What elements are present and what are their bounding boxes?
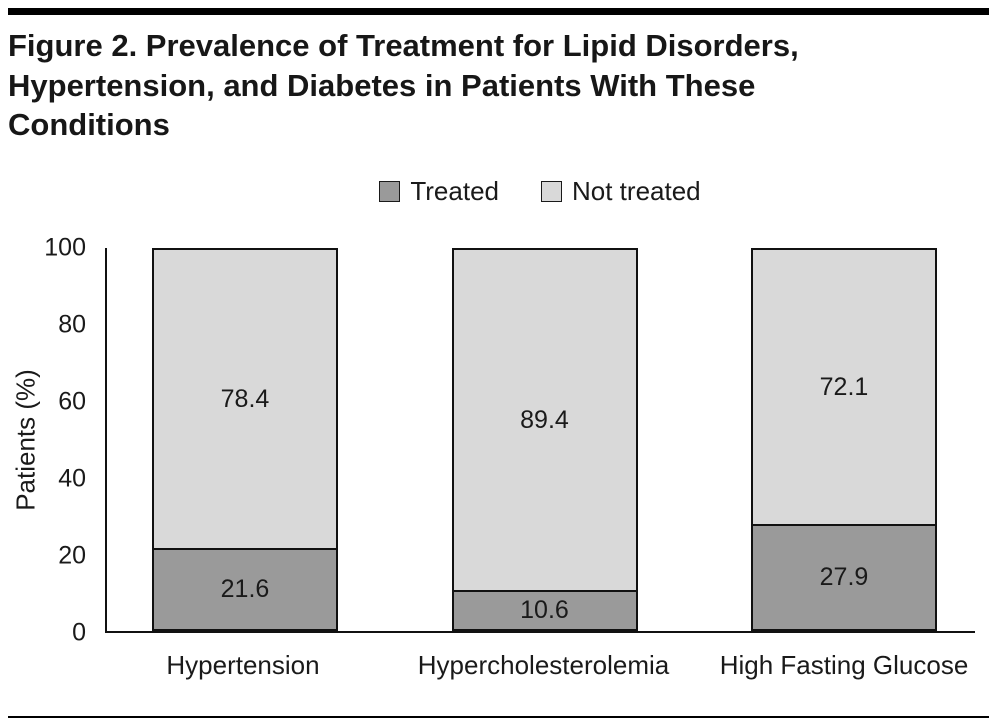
y-tick-label: 80 (58, 310, 86, 339)
bar-segment-not-treated: 89.4 (451, 248, 638, 591)
bar-value-label: 89.4 (520, 405, 569, 434)
y-tick-label: 100 (44, 233, 86, 262)
x-axis-category-labels: Hypertension Hypercholesterolemia High Fas… (105, 650, 975, 681)
bar-value-label: 21.6 (220, 575, 270, 604)
x-category-label: Hypertension (166, 650, 320, 680)
legend-swatch (379, 181, 401, 202)
bar-value-label: 10.6 (520, 596, 569, 625)
legend: Treated Not treated (105, 176, 975, 207)
bars: 78.4 21.6 89.4 10.6 72.1 27.9 (107, 248, 975, 631)
bar-segment-treated: 21.6 (152, 548, 338, 631)
legend-item-treated: Treated (379, 176, 499, 207)
bar-value-label: 72.1 (819, 372, 869, 401)
y-tick-label: 60 (58, 387, 86, 416)
bar-high-fasting-glucose: 72.1 27.9 (751, 248, 937, 631)
bar-segment-not-treated: 78.4 (152, 248, 338, 549)
bar-value-label: 78.4 (220, 384, 270, 413)
legend-label: Not treated (572, 176, 701, 206)
figure-title: Figure 2. Prevalence of Treatment for Li… (8, 28, 799, 143)
plot-area: 78.4 21.6 89.4 10.6 72.1 27.9 (105, 248, 975, 633)
legend-item-not-treated: Not treated (541, 176, 701, 207)
top-rule (8, 8, 989, 15)
bar-hypercholesterolemia: 89.4 10.6 (451, 248, 638, 631)
bar-value-label: 27.9 (819, 563, 869, 592)
y-tick-label: 20 (58, 541, 86, 570)
x-category-label: Hypercholesterolemia (417, 650, 670, 680)
bar-segment-not-treated: 72.1 (751, 248, 937, 525)
y-axis-tick-labels: 0 20 40 60 80 100 (0, 234, 96, 647)
bar-segment-treated: 10.6 (451, 590, 638, 631)
bar-segment-treated: 27.9 (751, 524, 937, 631)
x-category-label: High Fasting Glucose (719, 650, 969, 680)
legend-label: Treated (410, 176, 499, 206)
legend-swatch (541, 181, 562, 202)
bar-hypertension: 78.4 21.6 (152, 248, 338, 631)
y-tick-label: 40 (58, 464, 86, 493)
bottom-rule (8, 716, 989, 718)
y-tick-label: 0 (72, 618, 86, 647)
